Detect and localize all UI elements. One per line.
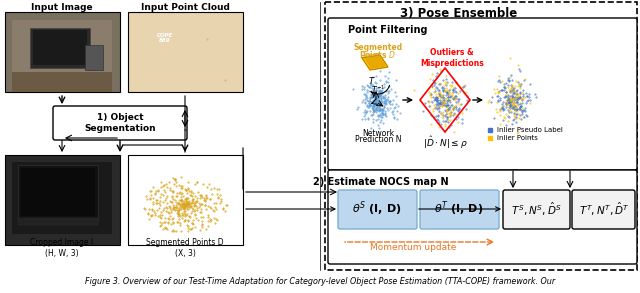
Text: Inlier Pseudo Label: Inlier Pseudo Label	[497, 127, 563, 133]
Bar	[42, 75, 50, 80]
Bar	[2, 2, 320, 287]
Text: $|\hat{D} \cdot N| \leq \rho$: $|\hat{D} \cdot N| \leq \rho$	[422, 135, 467, 151]
Bar	[30, 28, 90, 68]
Polygon shape	[364, 54, 378, 56]
Bar	[128, 155, 243, 245]
Bar	[18, 85, 26, 90]
Text: Points $\hat{D}$: Points $\hat{D}$	[360, 47, 397, 61]
Bar	[33, 30, 87, 65]
FancyBboxPatch shape	[572, 190, 635, 229]
Text: Prediction N: Prediction N	[355, 134, 401, 144]
Bar	[5, 155, 120, 245]
Bar	[12, 162, 112, 234]
FancyBboxPatch shape	[328, 170, 637, 264]
Text: $\theta^T$ (I, D): $\theta^T$ (I, D)	[435, 200, 484, 218]
Text: T: T	[369, 78, 374, 86]
Text: $T^S, N^S, \hat{D}^S$: $T^S, N^S, \hat{D}^S$	[511, 200, 561, 218]
Bar	[12, 20, 112, 85]
Bar	[34, 75, 42, 80]
Text: $T^{-1}$: $T^{-1}$	[371, 84, 385, 96]
Bar	[128, 12, 243, 92]
Text: Figure 3. Overview of our Test-Time Adaptation for Category-level Object Pose Es: Figure 3. Overview of our Test-Time Adap…	[85, 277, 555, 287]
Bar	[34, 80, 42, 85]
Bar	[325, 2, 637, 270]
Text: Segmented: Segmented	[353, 43, 403, 52]
Bar	[26, 85, 34, 90]
Bar	[34, 85, 42, 90]
Text: Point Filtering: Point Filtering	[348, 25, 428, 35]
Bar	[12, 72, 112, 92]
Text: $\theta^S$ (I, D): $\theta^S$ (I, D)	[352, 200, 402, 218]
Text: Segmented Points D
(X, 3): Segmented Points D (X, 3)	[146, 238, 224, 258]
Text: Momentum update: Momentum update	[370, 243, 456, 251]
Bar	[21, 168, 95, 216]
FancyBboxPatch shape	[503, 190, 570, 229]
Bar	[18, 218, 98, 225]
Polygon shape	[364, 54, 385, 68]
FancyBboxPatch shape	[53, 106, 187, 140]
FancyBboxPatch shape	[338, 190, 417, 229]
Text: Input Image: Input Image	[31, 4, 93, 13]
Bar	[26, 80, 34, 85]
Bar	[85, 45, 103, 70]
Text: Network: Network	[362, 129, 394, 137]
Bar	[42, 85, 50, 90]
Text: Inlier Points: Inlier Points	[497, 135, 538, 141]
Bar	[26, 75, 34, 80]
FancyBboxPatch shape	[328, 18, 637, 170]
Text: Outliers &
Mispredictions: Outliers & Mispredictions	[420, 48, 484, 68]
Bar	[18, 165, 98, 220]
Bar	[5, 12, 120, 92]
Text: Input Point Cloud: Input Point Cloud	[141, 4, 229, 13]
Text: 2) Estimate NOCS map N: 2) Estimate NOCS map N	[313, 177, 449, 187]
Text: Cropped Image I
(H, W, 3): Cropped Image I (H, W, 3)	[31, 238, 93, 258]
Bar	[18, 80, 26, 85]
Text: 3) Pose Ensemble: 3) Pose Ensemble	[400, 6, 517, 20]
Text: COPE
889: COPE 889	[157, 33, 173, 43]
Text: 1) Object
Segmentation: 1) Object Segmentation	[84, 113, 156, 133]
Polygon shape	[362, 55, 388, 70]
Bar	[18, 75, 26, 80]
Text: $T^T, N^T, \hat{D}^T$: $T^T, N^T, \hat{D}^T$	[579, 200, 629, 218]
FancyBboxPatch shape	[420, 190, 499, 229]
Bar	[42, 80, 50, 85]
